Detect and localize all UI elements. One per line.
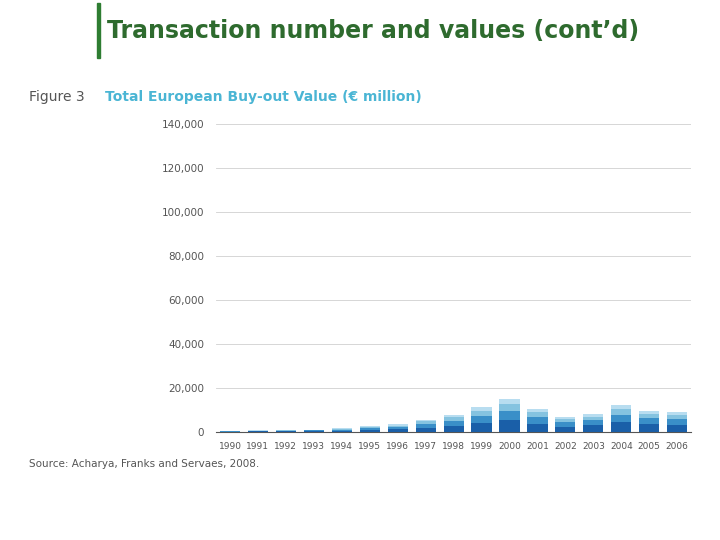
Bar bbox=[639, 411, 660, 414]
Bar bbox=[444, 421, 464, 426]
Text: Transaction number and values (cont’d): Transaction number and values (cont’d) bbox=[107, 19, 639, 43]
Bar bbox=[387, 426, 408, 427]
Bar bbox=[472, 423, 492, 432]
Bar bbox=[527, 417, 547, 424]
Bar bbox=[444, 415, 464, 417]
Bar bbox=[500, 403, 520, 411]
Bar bbox=[611, 422, 631, 432]
Bar bbox=[472, 407, 492, 411]
Bar bbox=[555, 417, 575, 419]
Bar bbox=[387, 424, 408, 426]
Bar bbox=[332, 431, 352, 432]
Bar bbox=[583, 416, 603, 420]
Text: Source: Acharya, Franks and Servaes, 2008.: Source: Acharya, Franks and Servaes, 200… bbox=[29, 460, 259, 469]
Bar bbox=[611, 415, 631, 422]
Bar bbox=[527, 409, 547, 413]
Bar bbox=[667, 425, 688, 432]
Bar bbox=[360, 428, 380, 430]
Text: 11: 11 bbox=[665, 512, 685, 526]
Bar bbox=[500, 420, 520, 432]
Bar bbox=[611, 409, 631, 415]
Bar bbox=[332, 428, 352, 429]
Bar bbox=[639, 424, 660, 432]
Bar bbox=[583, 426, 603, 432]
Bar bbox=[555, 427, 575, 432]
Bar bbox=[248, 431, 268, 432]
Bar bbox=[444, 426, 464, 432]
Bar bbox=[555, 419, 575, 422]
Bar bbox=[304, 431, 324, 432]
Bar bbox=[415, 428, 436, 432]
Bar bbox=[387, 427, 408, 429]
Bar bbox=[527, 413, 547, 417]
Bar bbox=[415, 421, 436, 424]
Bar bbox=[500, 411, 520, 420]
Bar bbox=[304, 430, 324, 431]
Bar bbox=[444, 417, 464, 421]
Bar bbox=[332, 429, 352, 430]
Bar bbox=[527, 424, 547, 432]
Bar bbox=[500, 399, 520, 403]
Bar bbox=[276, 431, 296, 432]
Bar bbox=[667, 415, 688, 420]
Bar bbox=[332, 430, 352, 431]
Bar bbox=[415, 424, 436, 428]
Bar bbox=[583, 414, 603, 416]
Bar bbox=[611, 405, 631, 409]
Bar bbox=[472, 411, 492, 416]
Bar bbox=[555, 422, 575, 427]
Bar bbox=[667, 413, 688, 415]
Bar bbox=[360, 430, 380, 432]
Bar bbox=[667, 420, 688, 425]
Bar bbox=[415, 420, 436, 421]
Bar bbox=[360, 427, 380, 428]
Text: Total European Buy-out Value (€ million): Total European Buy-out Value (€ million) bbox=[105, 90, 422, 104]
Text: Figure 3: Figure 3 bbox=[29, 90, 84, 104]
Bar bbox=[639, 414, 660, 418]
Bar bbox=[97, 3, 100, 58]
Bar bbox=[387, 429, 408, 432]
Bar bbox=[583, 420, 603, 426]
Bar bbox=[472, 416, 492, 423]
Bar bbox=[639, 418, 660, 424]
